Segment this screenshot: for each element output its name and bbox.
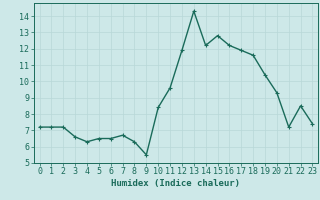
X-axis label: Humidex (Indice chaleur): Humidex (Indice chaleur): [111, 179, 241, 188]
